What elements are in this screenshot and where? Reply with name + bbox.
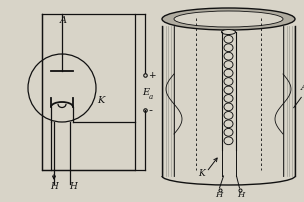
Ellipse shape bbox=[162, 8, 295, 30]
Text: -: - bbox=[148, 105, 152, 115]
Text: H: H bbox=[216, 191, 223, 199]
Text: H: H bbox=[69, 182, 77, 191]
Ellipse shape bbox=[174, 11, 283, 27]
Text: A: A bbox=[301, 83, 304, 92]
Text: K: K bbox=[97, 96, 104, 105]
Text: K: K bbox=[199, 169, 205, 178]
Ellipse shape bbox=[222, 29, 236, 35]
Text: +: + bbox=[148, 71, 156, 80]
Text: H: H bbox=[50, 182, 58, 191]
Text: H: H bbox=[237, 191, 245, 199]
Text: E: E bbox=[142, 88, 149, 97]
Text: A: A bbox=[60, 16, 67, 25]
Text: a: a bbox=[149, 93, 153, 101]
